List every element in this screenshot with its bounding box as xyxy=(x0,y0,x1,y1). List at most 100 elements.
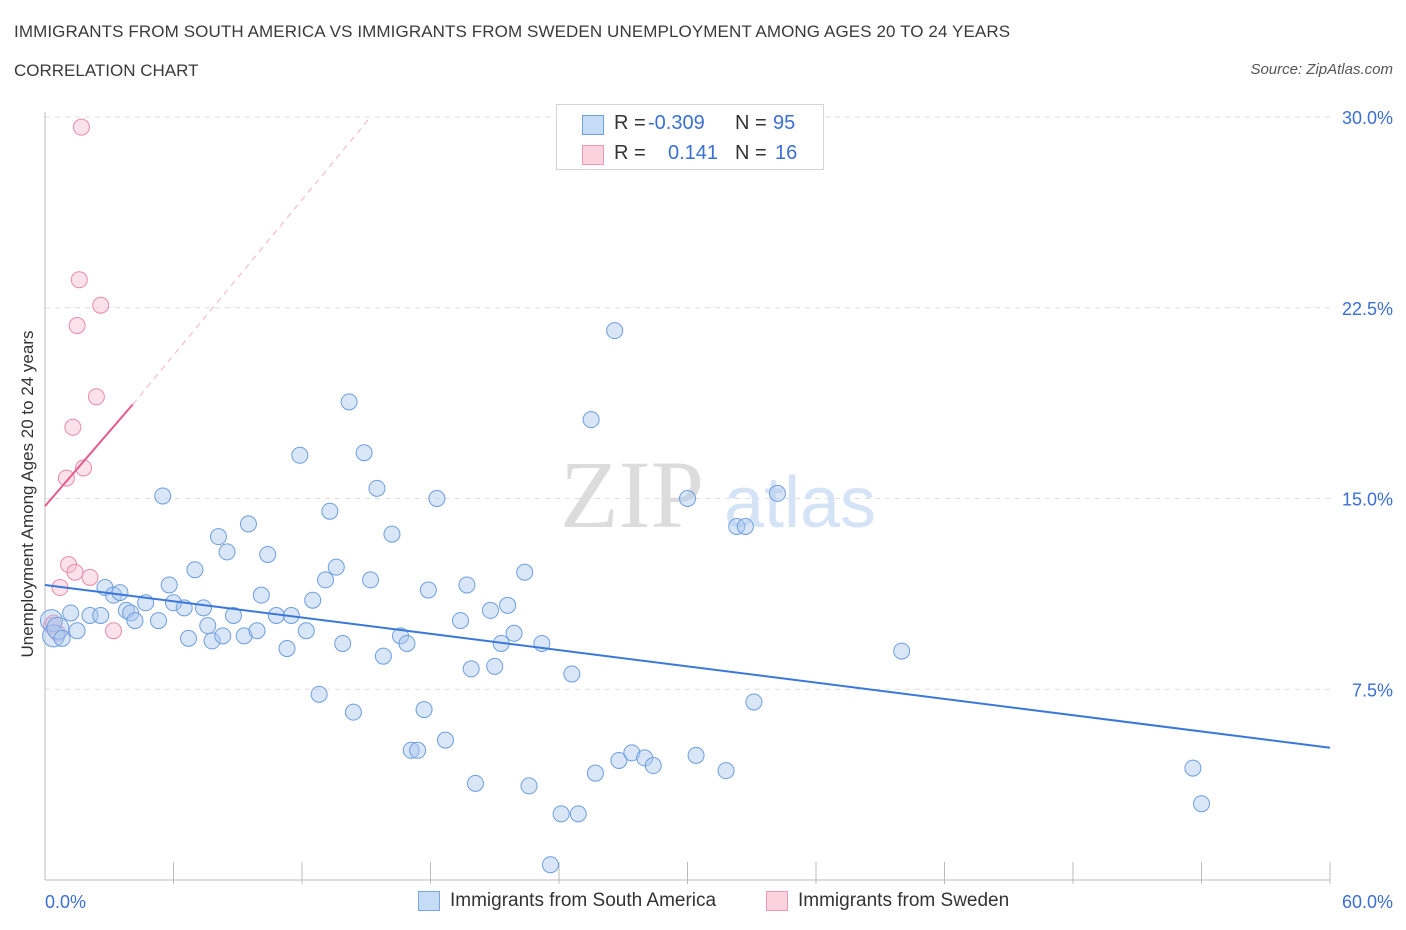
data-point-south-america xyxy=(160,576,178,594)
data-point-sweden xyxy=(72,118,90,136)
data-point-south-america xyxy=(209,528,227,546)
data-point-south-america xyxy=(224,606,242,624)
data-point-south-america xyxy=(505,624,523,642)
stats-legend: R = -0.309 N = 95 R = 0.141 N = 16 xyxy=(556,104,824,170)
legend-r-value: -0.309 xyxy=(648,112,705,134)
data-point-south-america xyxy=(218,543,236,561)
data-point-south-america xyxy=(199,617,217,635)
data-point-south-america xyxy=(340,393,358,411)
legend-swatch-pink xyxy=(582,145,604,165)
series-south-america-points xyxy=(39,322,1210,874)
data-point-south-america xyxy=(745,693,763,711)
data-point-south-america xyxy=(239,515,257,533)
data-point-south-america xyxy=(586,764,604,782)
data-point-south-america xyxy=(46,616,70,640)
grid-lines xyxy=(45,116,1330,690)
bottom-legend-label: Immigrants from Sweden xyxy=(798,890,1010,911)
data-point-south-america xyxy=(481,601,499,619)
chart-subtitle: CORRELATION CHART xyxy=(14,61,199,80)
data-point-sweden xyxy=(105,622,123,640)
trend-lines xyxy=(44,116,1331,749)
data-point-south-america xyxy=(679,490,696,507)
data-point-south-america xyxy=(111,584,129,602)
data-point-south-america xyxy=(214,627,232,645)
data-point-south-america xyxy=(252,586,270,604)
y-tick-label: 22.5% xyxy=(1342,299,1393,319)
data-point-south-america xyxy=(126,612,144,630)
data-point-south-america xyxy=(310,685,328,703)
data-point-south-america xyxy=(516,563,534,581)
data-point-south-america xyxy=(499,596,517,614)
bottom-legend-swatch-blue xyxy=(418,891,440,911)
legend-n-label: N = xyxy=(735,142,767,164)
data-point-south-america xyxy=(203,632,221,650)
data-point-south-america xyxy=(368,479,386,497)
data-point-sweden xyxy=(87,388,105,406)
data-point-south-america xyxy=(150,612,168,630)
x-tick-label: 0.0% xyxy=(45,892,86,912)
legend-n-value: 95 xyxy=(773,112,796,134)
y-axis-label: Unemployment Among Ages 20 to 24 years xyxy=(18,331,37,658)
data-point-south-america xyxy=(728,517,746,535)
data-point-south-america xyxy=(235,627,253,645)
data-point-south-america xyxy=(623,744,641,762)
legend-row-south-america: R = -0.309 N = 95 xyxy=(557,109,823,139)
legend-r-label: R = xyxy=(614,142,646,164)
data-point-south-america xyxy=(717,762,735,780)
data-point-sweden xyxy=(57,469,75,487)
data-point-south-america xyxy=(1184,759,1202,777)
bottom-legend-label: Immigrants from South America xyxy=(450,890,717,911)
data-point-south-america xyxy=(62,604,80,622)
data-point-south-america xyxy=(552,805,570,823)
data-point-south-america xyxy=(362,571,380,589)
data-point-sweden xyxy=(70,271,88,289)
data-point-south-america xyxy=(409,741,427,759)
legend-swatch-blue xyxy=(582,115,604,135)
series-sweden-points xyxy=(42,118,123,642)
data-point-south-america xyxy=(194,599,212,617)
data-point-south-america xyxy=(259,545,277,563)
data-point-south-america xyxy=(458,576,476,594)
data-point-south-america xyxy=(415,701,433,719)
data-point-south-america xyxy=(893,642,911,660)
trend-line-sweden xyxy=(44,403,134,507)
data-point-south-america xyxy=(687,746,705,764)
data-point-south-america xyxy=(606,322,624,340)
data-point-south-america xyxy=(179,629,197,647)
data-point-sweden xyxy=(66,563,84,581)
data-point-south-america xyxy=(92,606,110,624)
x-tick-label: 60.0% xyxy=(1342,892,1393,912)
data-point-south-america xyxy=(321,502,339,520)
legend-row-sweden: R = 0.141 N = 16 xyxy=(557,139,823,169)
data-point-south-america xyxy=(304,591,322,609)
data-point-south-america xyxy=(768,484,786,502)
source-label: Source: ZipAtlas.com xyxy=(1250,61,1393,78)
data-point-south-america xyxy=(327,558,345,576)
data-point-south-america xyxy=(451,612,469,630)
data-point-south-america xyxy=(317,571,335,589)
y-tick-label: 30.0% xyxy=(1342,108,1393,128)
data-point-south-america xyxy=(563,665,581,683)
data-point-south-america xyxy=(462,660,480,678)
data-point-south-america xyxy=(344,703,362,721)
data-point-south-america xyxy=(297,622,315,640)
data-point-south-america xyxy=(154,487,172,505)
data-point-south-america xyxy=(68,622,86,640)
watermark-atlas: atlas xyxy=(724,463,876,543)
data-point-south-america xyxy=(736,517,754,535)
trend-line-south-america xyxy=(44,583,1331,749)
data-point-south-america xyxy=(610,751,628,769)
chart-title: IMMIGRANTS FROM SOUTH AMERICA VS IMMIGRA… xyxy=(14,22,1011,41)
data-point-south-america xyxy=(486,657,504,675)
data-point-south-america xyxy=(355,444,373,462)
data-point-south-america xyxy=(39,609,63,633)
data-point-south-america xyxy=(644,757,662,775)
data-point-south-america xyxy=(419,581,437,599)
data-point-sweden xyxy=(92,296,110,314)
tick-labels: 7.5% 15.0% 22.5% 30.0% 0.0% 60.0% xyxy=(45,108,1393,912)
data-point-sweden xyxy=(68,317,86,335)
data-point-south-america xyxy=(436,731,454,749)
data-point-south-america xyxy=(582,411,600,429)
legend-n-value: 16 xyxy=(775,142,798,164)
